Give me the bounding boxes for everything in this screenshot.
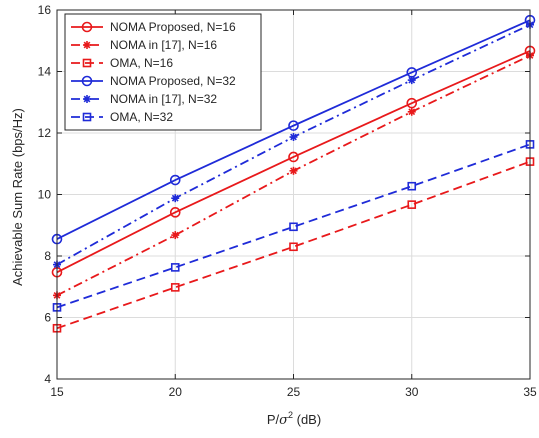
y-tick-label: 6	[44, 311, 51, 325]
legend-label: NOMA in [17], N=32	[110, 92, 217, 106]
series-1	[51, 45, 536, 278]
x-axis-label: P/σ2 (dB)	[267, 410, 321, 428]
legend-marker	[81, 21, 93, 33]
y-axis-label: Achievable Sum Rate (bps/Hz)	[10, 108, 25, 286]
legend-marker	[82, 58, 92, 68]
data-point	[169, 174, 181, 186]
data-point	[170, 263, 180, 272]
data-point	[407, 181, 417, 191]
y-tick-label: 10	[38, 188, 52, 202]
data-point	[171, 231, 180, 240]
series-6	[52, 140, 535, 312]
y-tick-label: 4	[44, 372, 51, 386]
legend-marker	[82, 112, 92, 122]
legend-marker	[83, 95, 91, 103]
data-point	[407, 76, 416, 85]
legend-marker	[81, 75, 93, 87]
legend-item: OMA, N=32	[71, 110, 173, 124]
legend-item: OMA, N=16	[71, 56, 173, 70]
legend-item: NOMA Proposed, N=16	[71, 20, 236, 34]
legend: NOMA Proposed, N=16 NOMA in [17], N=16 OMA…	[64, 13, 262, 131]
x-tick-label: 30	[405, 385, 419, 399]
legend-label: NOMA Proposed, N=32	[110, 74, 236, 88]
ticks: 15 20 25 30 35 4 6 8 10 12 14 16	[38, 3, 537, 399]
data-point	[289, 222, 298, 232]
x-tick-label: 25	[287, 385, 301, 399]
data-point	[289, 242, 298, 252]
data-point	[407, 107, 416, 116]
data-point	[289, 166, 298, 175]
y-tick-label: 12	[38, 126, 52, 140]
legend-label: NOMA in [17], N=16	[110, 38, 217, 52]
data-point	[288, 151, 299, 163]
data-point	[171, 194, 180, 203]
legend-item: NOMA in [17], N=16	[71, 38, 217, 52]
data-point	[289, 132, 298, 141]
legend-item: NOMA Proposed, N=32	[71, 74, 236, 88]
legend-marker	[83, 41, 91, 49]
legend-label: OMA, N=32	[110, 110, 173, 124]
series-line	[56, 19, 531, 240]
data-point	[407, 200, 417, 209]
x-tick-label: 35	[523, 385, 537, 399]
legend-box	[64, 13, 262, 131]
y-tick-label: 14	[38, 65, 52, 79]
x-tick-label: 20	[169, 385, 183, 399]
y-tick-label: 8	[44, 249, 51, 263]
legend-label: OMA, N=16	[110, 56, 173, 70]
series-line	[56, 50, 531, 274]
data-point	[169, 207, 181, 218]
x-tick-label: 15	[50, 385, 64, 399]
legend-item: NOMA in [17], N=32	[71, 92, 217, 106]
legend-label: NOMA Proposed, N=16	[110, 20, 236, 34]
data-point	[406, 97, 418, 109]
data-point	[288, 120, 299, 131]
y-tick-label: 16	[38, 3, 52, 17]
data-point	[170, 283, 180, 292]
